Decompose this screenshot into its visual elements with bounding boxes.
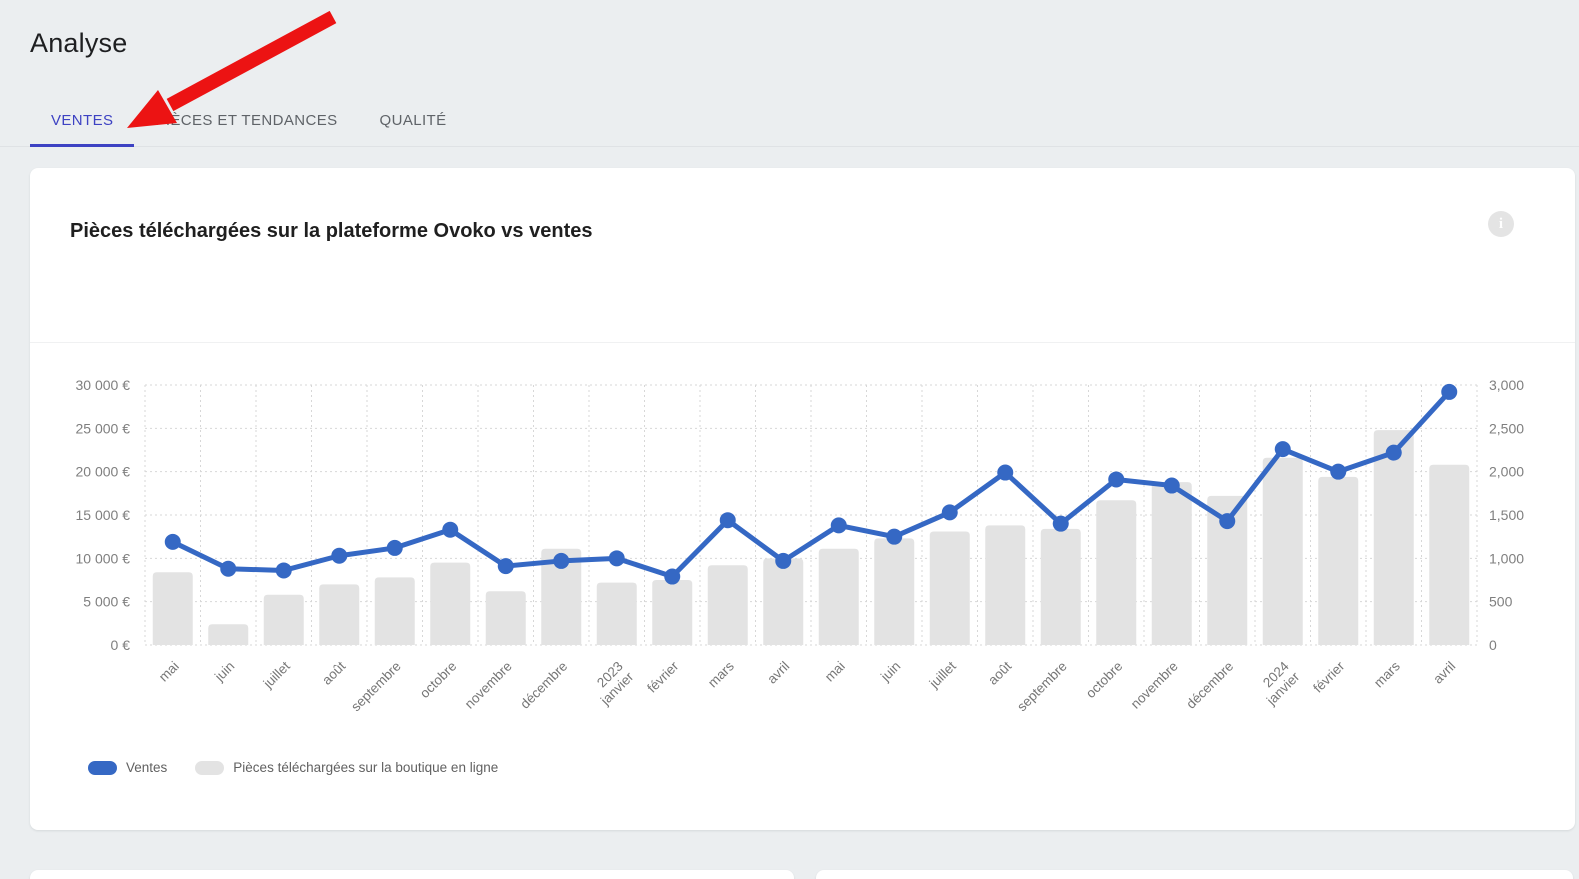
bottom-card-right [816, 870, 1573, 879]
chart-legend: Ventes Pièces téléchargées sur la boutiq… [88, 760, 498, 775]
svg-text:septembre: septembre [1014, 659, 1070, 715]
svg-text:0: 0 [1489, 637, 1497, 653]
svg-text:février: février [1310, 658, 1347, 695]
legend-item-pieces[interactable]: Pièces téléchargées sur la boutique en l… [195, 760, 498, 775]
legend-swatch-bar [195, 760, 225, 775]
chart-card: Pièces téléchargées sur la plateforme Ov… [30, 168, 1575, 830]
svg-text:500: 500 [1489, 594, 1513, 610]
tab-ventes[interactable]: VENTES [30, 95, 135, 147]
legend-item-ventes[interactable]: Ventes [88, 760, 167, 775]
svg-text:août: août [319, 658, 348, 687]
svg-text:2,500: 2,500 [1489, 420, 1524, 436]
svg-text:1,000: 1,000 [1489, 550, 1524, 566]
tab-pieces-et-tendances[interactable]: PIÈCES ET TENDANCES [155, 112, 338, 129]
svg-text:2023janvier: 2023janvier [586, 658, 636, 708]
svg-text:octobre: octobre [1083, 659, 1125, 701]
svg-text:3,000: 3,000 [1489, 377, 1524, 393]
svg-text:10 000 €: 10 000 € [76, 550, 131, 566]
chart-card-header: Pièces téléchargées sur la plateforme Ov… [30, 168, 1575, 343]
svg-text:février: février [644, 658, 681, 695]
svg-text:mai: mai [822, 659, 848, 685]
page-title: Analyse [30, 28, 128, 58]
svg-text:2,000: 2,000 [1489, 464, 1524, 480]
svg-text:septembre: septembre [348, 659, 404, 715]
svg-text:décembre: décembre [517, 659, 570, 712]
svg-text:juillet: juillet [926, 658, 959, 691]
svg-text:octobre: octobre [417, 659, 459, 701]
info-icon[interactable] [1488, 211, 1514, 237]
svg-text:août: août [985, 658, 1014, 687]
svg-text:juin: juin [211, 659, 237, 685]
svg-text:avril: avril [1430, 659, 1458, 687]
svg-text:juin: juin [877, 659, 903, 685]
chart-title: Pièces téléchargées sur la plateforme Ov… [70, 220, 593, 242]
svg-text:15 000 €: 15 000 € [76, 507, 131, 523]
svg-text:novembre: novembre [1128, 659, 1181, 712]
bottom-card-left [30, 870, 794, 879]
svg-text:mars: mars [705, 658, 737, 690]
svg-text:juillet: juillet [260, 658, 293, 691]
legend-label: Pièces téléchargées sur la boutique en l… [233, 760, 499, 775]
svg-text:30 000 €: 30 000 € [76, 377, 131, 393]
page-header: Analyse [30, 28, 127, 59]
svg-text:novembre: novembre [462, 659, 515, 712]
svg-text:20 000 €: 20 000 € [76, 464, 131, 480]
svg-text:25 000 €: 25 000 € [76, 420, 131, 436]
tab-qualite[interactable]: QUALITÉ [379, 112, 447, 129]
legend-swatch-line [88, 760, 117, 775]
svg-text:2024janvier: 2024janvier [1252, 658, 1302, 708]
svg-text:5 000 €: 5 000 € [83, 594, 130, 610]
combo-chart: 0 € 0 5 000 € 500 10 000 € 1,000 15 000 € 1,500… [76, 377, 1525, 715]
svg-text:mai: mai [156, 659, 182, 685]
svg-text:décembre: décembre [1183, 659, 1236, 712]
tabbar: VENTES PIÈCES ET TENDANCES QUALITÉ [0, 95, 1579, 147]
svg-text:avril: avril [764, 659, 792, 687]
svg-text:1,500: 1,500 [1489, 507, 1524, 523]
svg-text:mars: mars [1371, 658, 1403, 690]
legend-label: Ventes [126, 760, 168, 775]
svg-text:0 €: 0 € [111, 637, 131, 653]
